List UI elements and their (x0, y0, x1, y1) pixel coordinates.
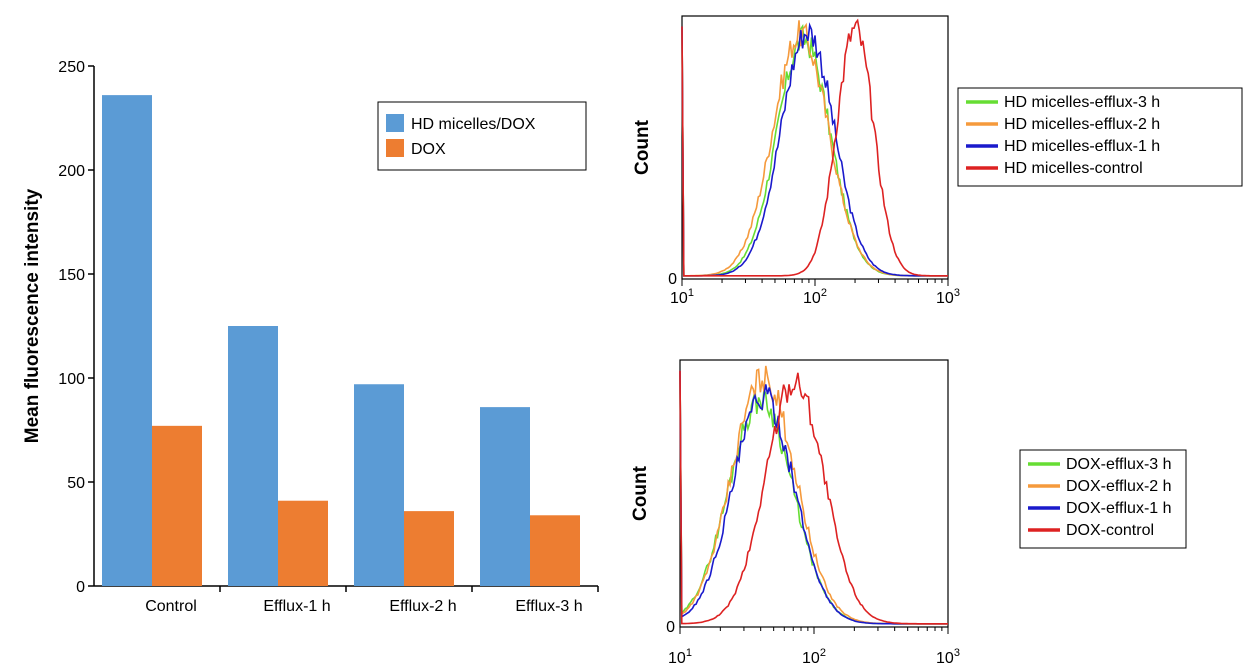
bar-y-tick-label: 100 (58, 371, 85, 388)
bar-hd-micelles-dox-0 (102, 95, 152, 587)
hist-curve-1-3 (681, 18, 948, 277)
hist-legend-label: HD micelles-efflux-1 h (1004, 138, 1160, 155)
hist-y-axis-title: Count (630, 465, 651, 521)
bar-dox-0 (152, 425, 202, 586)
hist-curve-2-1 (679, 365, 948, 625)
bar-dox-3 (530, 515, 580, 586)
hist-legend-label: HD micelles-efflux-3 h (1004, 94, 1160, 111)
hist-legend-label: DOX-efflux-3 h (1066, 456, 1172, 473)
bar-legend-swatch (386, 114, 404, 132)
hist-legend-label: DOX-efflux-1 h (1066, 500, 1172, 517)
hist-x-tick-label: 101 (668, 647, 692, 664)
hist-curve-1-1 (681, 20, 948, 277)
hist-curve-2-3 (679, 370, 948, 625)
bar-hd-micelles-dox-2 (354, 384, 404, 586)
bar-y-tick-label: 200 (58, 163, 85, 180)
hist-y-tick-label: 0 (668, 271, 677, 288)
bar-y-tick-label: 0 (76, 579, 85, 596)
bar-y-tick-label: 50 (67, 475, 85, 492)
bar-y-axis-title: Mean fluorescence intensity (22, 188, 43, 443)
hist-panel-frame-2 (679, 359, 949, 628)
hist-x-tick-label: 103 (936, 647, 960, 664)
bar-x-tick-label: Efflux-3 h (515, 598, 582, 615)
bar-y-tick-label: 150 (58, 267, 85, 284)
hist-legend-label: DOX-efflux-2 h (1066, 478, 1172, 495)
bar-x-tick-label: Control (145, 598, 197, 615)
hist-x-tick-label: 102 (803, 287, 827, 307)
hist-legend-label: DOX-control (1066, 522, 1154, 539)
hist-curve-2-2 (679, 370, 948, 625)
hist-x-tick-label: 102 (802, 647, 826, 664)
bar-y-tick-label: 250 (58, 59, 85, 76)
hist-legend-label: HD micelles-control (1004, 160, 1143, 177)
hist-legend-label: HD micelles-efflux-2 h (1004, 116, 1160, 133)
hist-curve-2-0 (679, 370, 948, 625)
bar-legend-label: HD micelles/DOX (411, 116, 536, 133)
bar-dox-1 (278, 500, 328, 586)
bar-x-tick-label: Efflux-1 h (263, 598, 330, 615)
hist-y-tick-label: 0 (666, 619, 675, 636)
bar-hd-micelles-dox-3 (480, 407, 530, 586)
hist-legend-box-1 (957, 87, 1243, 187)
bar-hd-micelles-dox-1 (228, 326, 278, 586)
bar-dox-2 (404, 511, 454, 586)
hist-y-axis-title: Count (632, 119, 653, 175)
hist-x-tick-label: 101 (670, 287, 694, 307)
hist-x-tick-label: 103 (936, 287, 960, 307)
bar-legend-swatch (386, 139, 404, 157)
hist-curve-1-2 (681, 22, 948, 277)
bar-legend-label: DOX (411, 141, 446, 158)
bar-legend-box (377, 101, 587, 171)
bar-x-tick-label: Efflux-2 h (389, 598, 456, 615)
